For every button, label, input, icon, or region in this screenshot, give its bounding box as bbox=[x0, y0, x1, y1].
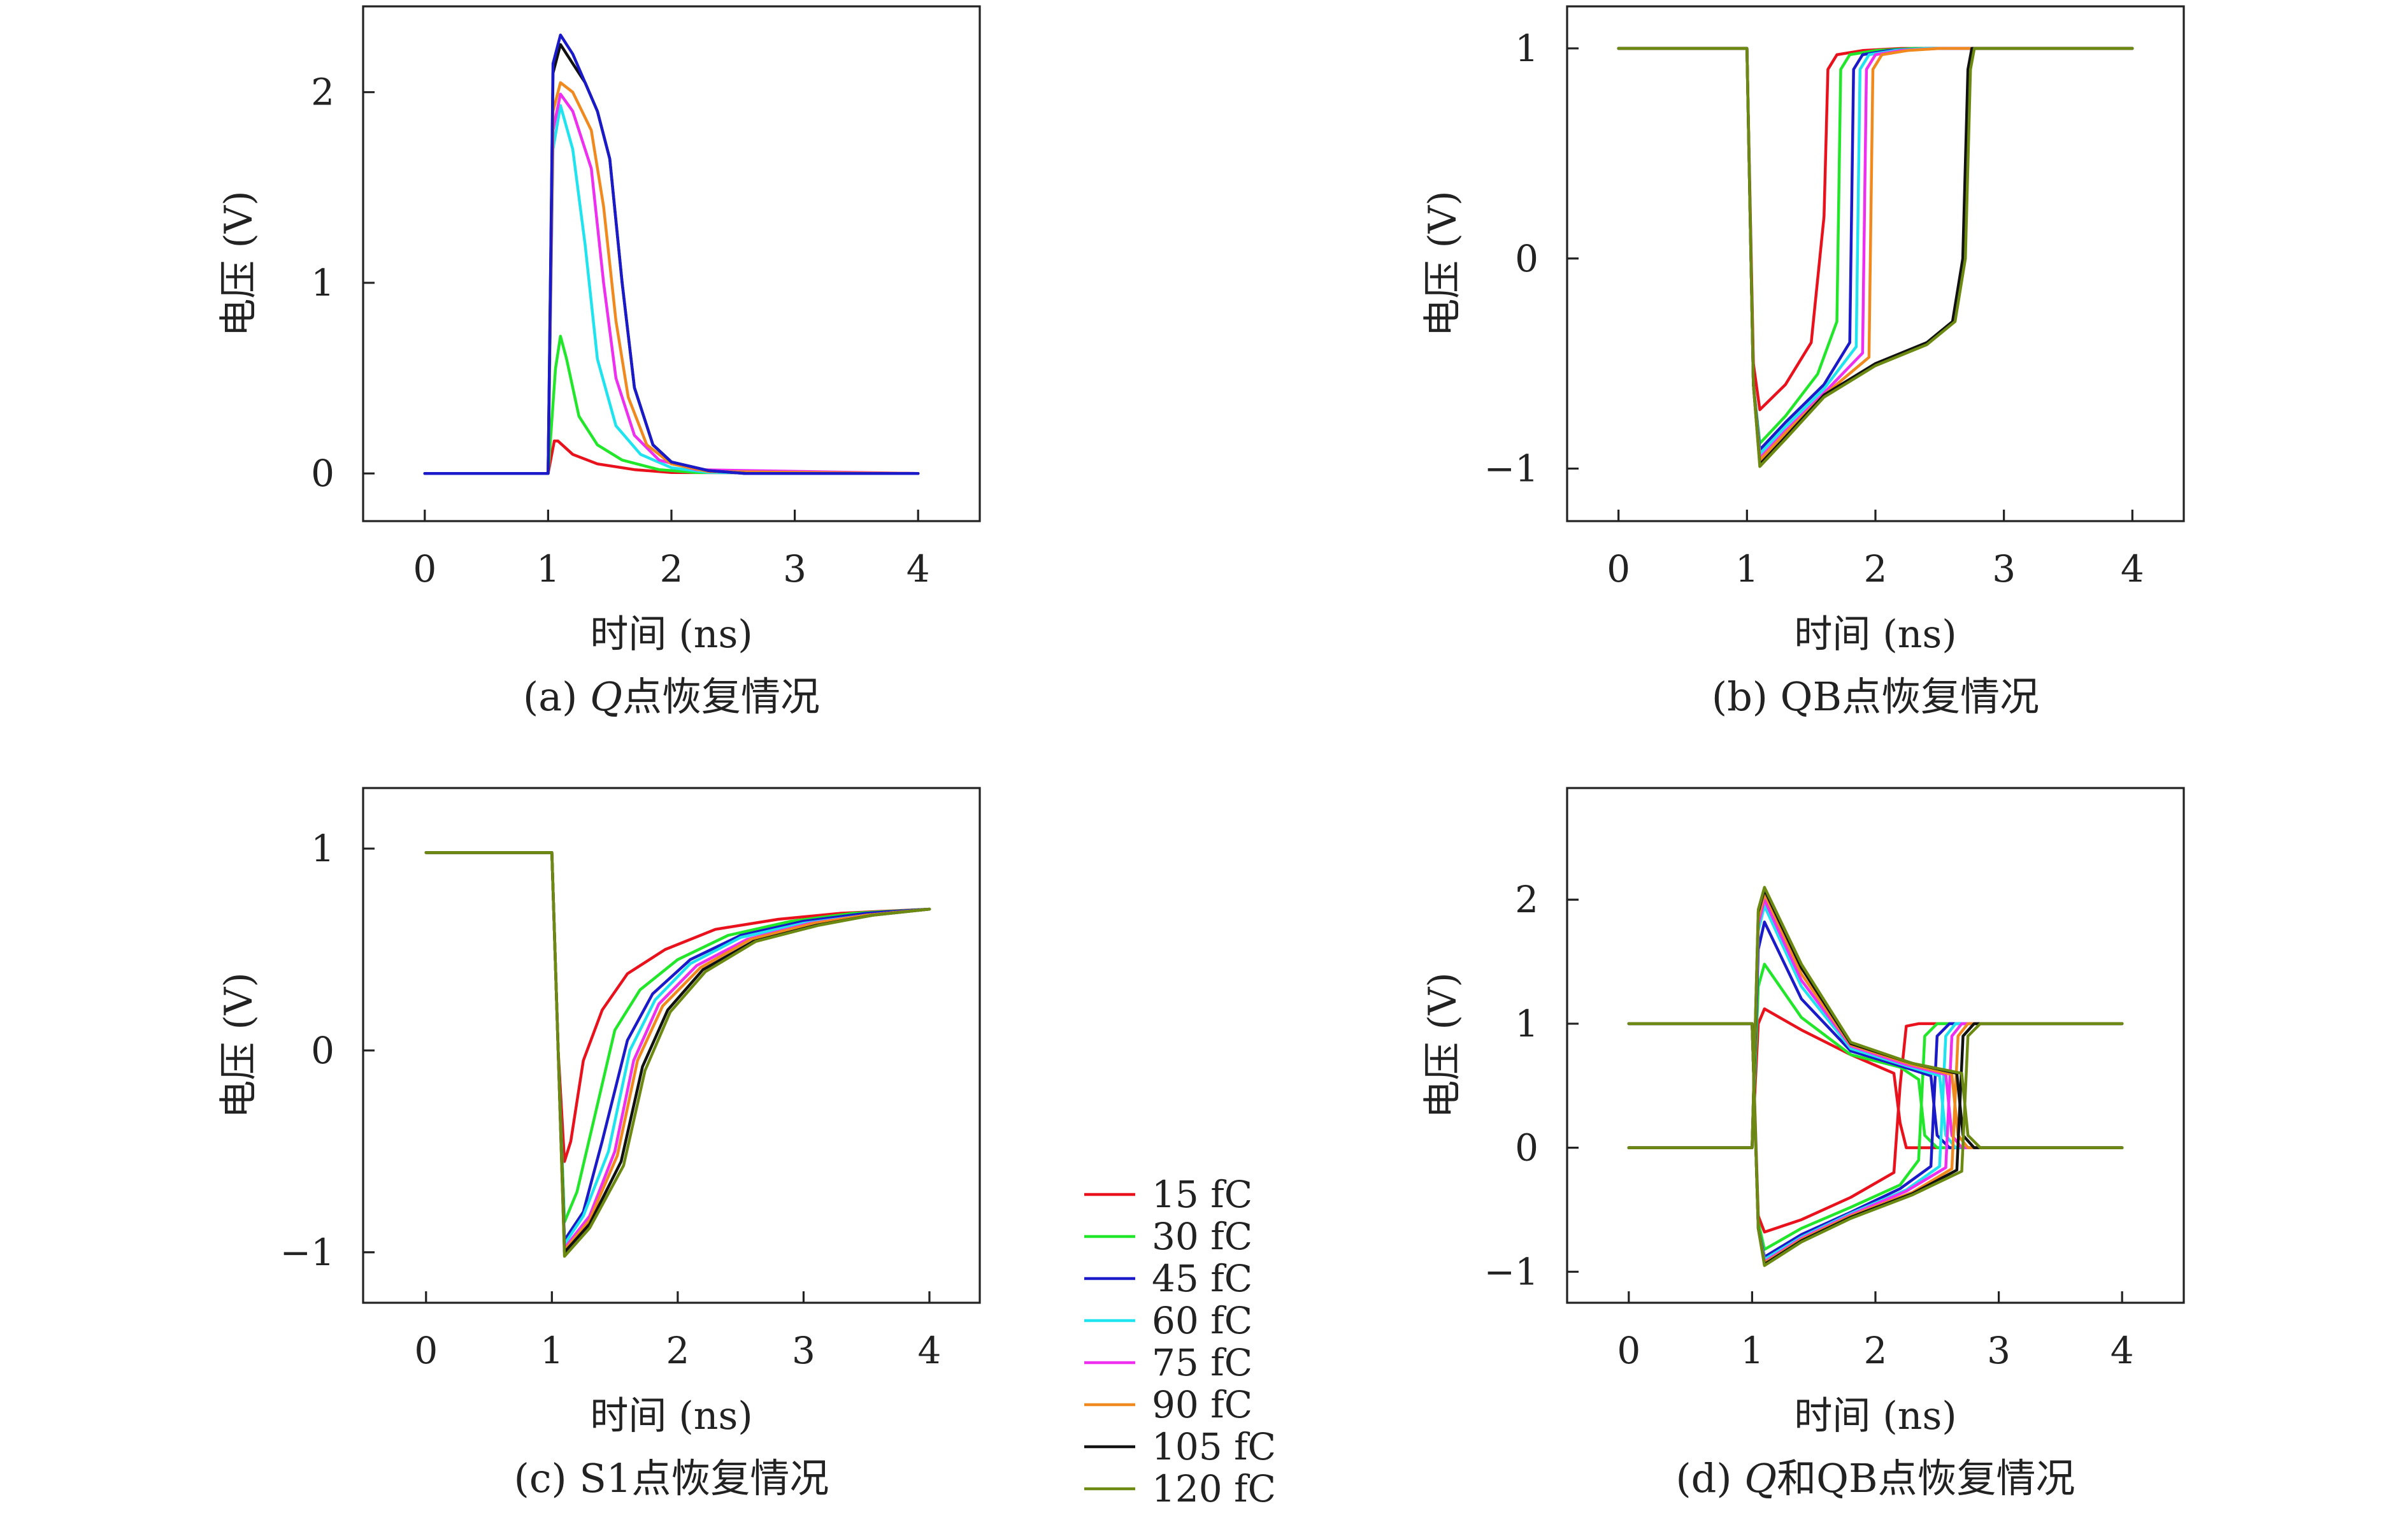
x-tick-label: 3 bbox=[1992, 547, 2016, 591]
series-line-90fc bbox=[1617, 47, 2134, 462]
series-line-75fc bbox=[1617, 47, 2134, 460]
series-line-105fc bbox=[423, 43, 920, 475]
caption-prefix: (c) S1点恢复情况 bbox=[514, 1455, 829, 1502]
x-tick-label: 0 bbox=[1607, 547, 1630, 591]
caption-suffix: 点恢复情况 bbox=[622, 673, 820, 720]
y-tick-label: 1 bbox=[1515, 27, 1538, 70]
legend-label: 30 fC bbox=[1152, 1215, 1252, 1258]
series-line-30fc bbox=[1617, 47, 2134, 445]
x-tick-label: 0 bbox=[414, 1329, 438, 1372]
x-tick-label: 4 bbox=[918, 1329, 942, 1372]
y-tick-label: 1 bbox=[1515, 1002, 1538, 1045]
x-tick-label: 1 bbox=[1735, 547, 1759, 591]
legend-label: 60 fC bbox=[1152, 1299, 1252, 1342]
legend-label: 45 fC bbox=[1152, 1257, 1252, 1300]
legend-label: 90 fC bbox=[1152, 1383, 1252, 1426]
x-tick-label: 2 bbox=[1864, 547, 1888, 591]
legend-label: 120 fC bbox=[1152, 1467, 1276, 1510]
y-tick-label: −1 bbox=[280, 1231, 335, 1274]
y-axis-label: 电压 (V) bbox=[1421, 972, 1465, 1118]
y-tick-label: −1 bbox=[1484, 447, 1539, 491]
caption-italic: Q bbox=[590, 673, 622, 720]
series-line-45fc bbox=[1617, 47, 2134, 452]
y-axis-label: 电压 (V) bbox=[217, 972, 261, 1118]
panel-a: 0 1 2 3 4 0 1 2 时间 (ns) 电压 (V) (a) Q点恢复情况 bbox=[217, 5, 981, 720]
x-tick-label: 1 bbox=[1740, 1329, 1764, 1372]
x-axis-label: 时间 (ns) bbox=[590, 612, 752, 657]
y-tick-label: −1 bbox=[1484, 1250, 1539, 1293]
y-tick-label: 0 bbox=[1515, 237, 1538, 280]
x-tick-label: 4 bbox=[907, 547, 930, 591]
plot-frame bbox=[362, 787, 981, 1304]
series-line-105fc bbox=[1617, 47, 2134, 466]
series-line-60fc bbox=[1617, 47, 2134, 455]
y-tick-label: 1 bbox=[311, 261, 334, 305]
series-line-45fc bbox=[1627, 921, 2124, 1149]
legend-label: 15 fC bbox=[1152, 1173, 1252, 1216]
series-line-45fc bbox=[424, 851, 931, 1242]
x-tick-label: 3 bbox=[792, 1329, 815, 1372]
panel-caption: (d) Q和QB点恢复情况 bbox=[1675, 1455, 2075, 1502]
caption-suffix: 和QB点恢复情况 bbox=[1777, 1455, 2075, 1502]
series-line-120fc bbox=[1627, 885, 2124, 1149]
panel-caption: (c) S1点恢复情况 bbox=[514, 1455, 829, 1502]
panel-c: 0 1 2 3 4 −1 0 1 时间 (ns) 电压 (V) (c) S1点恢复情况 bbox=[217, 787, 981, 1502]
series-line-120fc bbox=[424, 851, 931, 1258]
series-line-30fc bbox=[424, 851, 931, 1224]
x-tick-label: 4 bbox=[2111, 1329, 2134, 1372]
plot-frame bbox=[362, 5, 981, 522]
x-tick-label: 1 bbox=[536, 547, 560, 591]
x-tick-label: 1 bbox=[540, 1329, 564, 1372]
y-tick-label: 0 bbox=[1515, 1126, 1538, 1170]
x-tick-label: 2 bbox=[660, 547, 684, 591]
series-line-60fc bbox=[423, 104, 920, 475]
x-tick-label: 2 bbox=[666, 1329, 689, 1372]
series-line-60fc bbox=[1627, 904, 2124, 1149]
caption-italic: Q bbox=[1744, 1455, 1777, 1502]
x-tick-label: 4 bbox=[2121, 547, 2144, 591]
series-line-120fc bbox=[1627, 1022, 2124, 1267]
caption-prefix: (d) bbox=[1675, 1455, 1744, 1502]
panel-caption: (a) Q点恢复情况 bbox=[523, 673, 820, 720]
series-line-90fc bbox=[1627, 892, 2124, 1149]
series-line-15fc bbox=[1627, 1007, 2124, 1149]
y-tick-label: 2 bbox=[1515, 878, 1538, 921]
y-tick-label: 0 bbox=[311, 452, 334, 495]
panel-b: 0 1 2 3 4 −1 0 1 时间 (ns) 电压 (V) (b) QB点恢复情况 bbox=[1421, 5, 2185, 720]
panel-d: 0 1 2 3 4 −1 0 1 2 时间 (ns) 电压 (V) (d) Q和QB点恢复情况 bbox=[1421, 787, 2185, 1502]
series-line-75fc bbox=[423, 92, 920, 475]
panel-caption: (b) QB点恢复情况 bbox=[1712, 673, 2039, 720]
legend-label: 75 fC bbox=[1152, 1341, 1252, 1384]
y-axis-label: 电压 (V) bbox=[1421, 190, 1465, 336]
y-tick-label: 2 bbox=[311, 71, 334, 114]
series-line-15fc bbox=[424, 851, 931, 1163]
series-line-45fc bbox=[423, 33, 920, 475]
x-tick-label: 2 bbox=[1864, 1329, 1888, 1372]
legend-label: 105 fC bbox=[1152, 1425, 1276, 1468]
x-tick-label: 0 bbox=[1617, 1329, 1640, 1372]
x-axis-label: 时间 (ns) bbox=[1794, 1394, 1956, 1438]
y-axis-label: 电压 (V) bbox=[217, 190, 261, 336]
series-line-15fc bbox=[1617, 47, 2134, 412]
y-tick-label: 1 bbox=[311, 827, 334, 870]
x-axis-label: 时间 (ns) bbox=[1794, 612, 1956, 657]
plot-frame bbox=[1566, 787, 2185, 1304]
x-axis-label: 时间 (ns) bbox=[590, 1394, 752, 1438]
series-line-120fc bbox=[1617, 47, 2134, 468]
plot-frame bbox=[1566, 5, 2185, 522]
series-line-105fc bbox=[1627, 888, 2124, 1149]
y-tick-label: 0 bbox=[311, 1029, 334, 1072]
series-line-30fc bbox=[423, 334, 920, 475]
x-tick-label: 0 bbox=[413, 547, 436, 591]
series-line-90fc bbox=[423, 81, 920, 475]
caption-prefix: (a) bbox=[523, 673, 590, 720]
caption-prefix: (b) QB点恢复情况 bbox=[1712, 673, 2039, 720]
x-tick-label: 3 bbox=[1987, 1329, 2010, 1372]
x-tick-label: 3 bbox=[783, 547, 806, 591]
